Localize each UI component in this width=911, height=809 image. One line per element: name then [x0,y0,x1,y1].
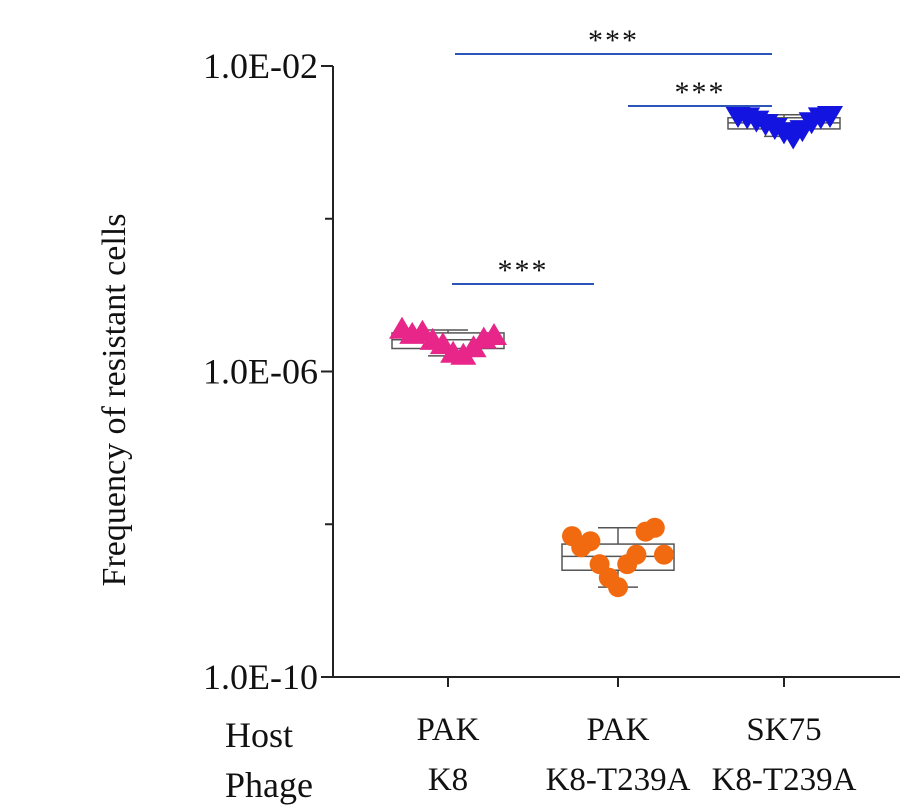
significance-label: *** [498,254,549,287]
data-point [580,531,601,552]
data-point [654,544,674,565]
data-point [481,322,507,345]
y-tick-label: 1.0E-02 [203,46,318,86]
data-point [608,577,628,598]
host-label: PAK [587,712,650,748]
phage-label: K8 [428,762,468,798]
significance-brackets: *** *** *** [452,24,772,287]
axes: 1.0E-02 1.0E-06 1.0E-10 [203,46,900,697]
host-row-label: Host [225,715,293,755]
box-iqr [561,543,675,571]
phage-label: K8-T239A [712,762,857,798]
data-points [389,105,843,598]
category-labels: Host Phage PAK K8 PAK K8-T239A SK75 K8-T239A [225,712,857,805]
y-tick-label: 1.0E-10 [203,657,318,697]
y-tick-label: 1.0E-06 [203,352,318,392]
significance-label: *** [588,24,639,57]
significance-label: *** [675,76,726,109]
host-label: PAK [417,712,480,748]
data-point [817,105,843,128]
data-point [626,544,647,565]
phage-label: K8-T239A [546,762,691,798]
data-point [644,517,665,538]
host-label: SK75 [746,712,821,748]
y-axis-title: Frequency of resistant cells [96,214,133,587]
phage-row-label: Phage [225,765,313,805]
